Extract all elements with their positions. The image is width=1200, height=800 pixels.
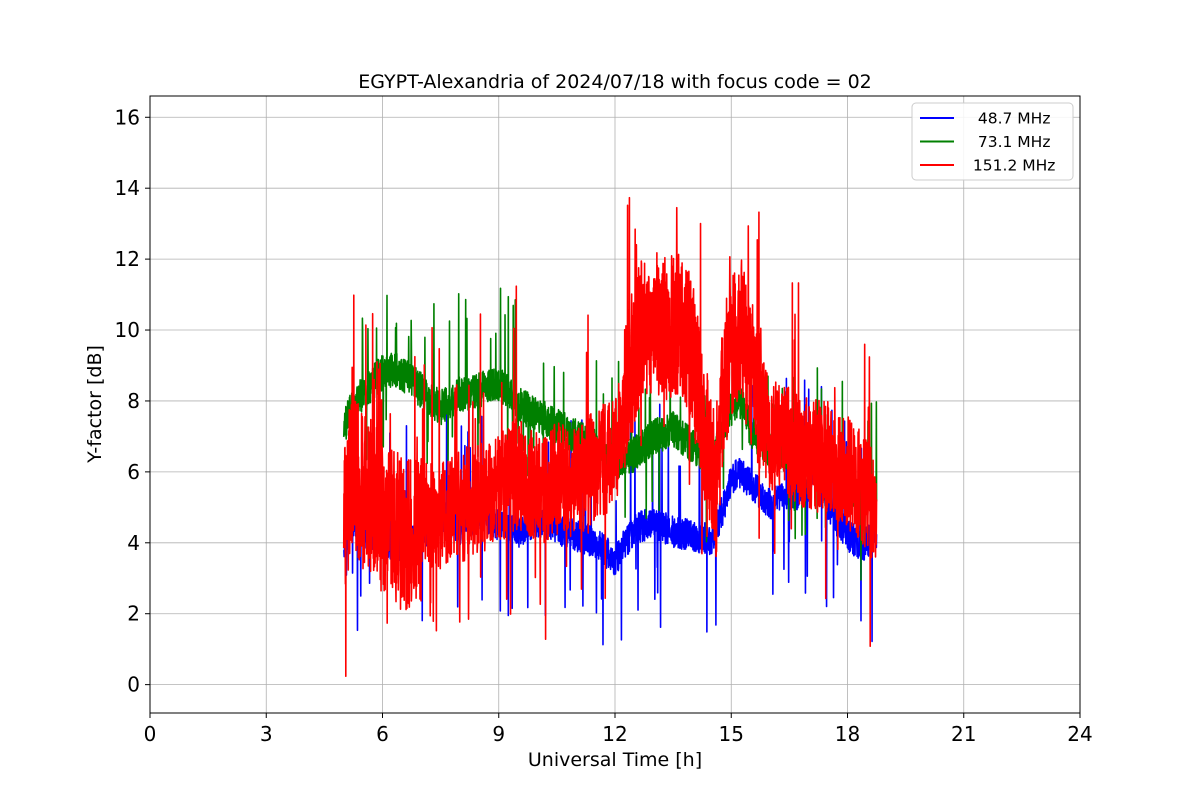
y-tick-label: 10 xyxy=(115,318,140,342)
legend: 48.7 MHz 73.1 MHz 151.2 MHz xyxy=(911,102,1074,181)
legend-box xyxy=(911,102,1074,181)
y-axis: 0 2 4 6 8 10 12 14 16 xyxy=(115,105,150,697)
legend-label: 73.1 MHz xyxy=(968,133,1050,151)
x-tick-label: 18 xyxy=(835,722,860,746)
y-axis-label: Y-factor [dB] xyxy=(84,345,106,464)
legend-label: 151.2 MHz xyxy=(968,157,1055,175)
series-group xyxy=(342,196,878,678)
x-tick-label: 21 xyxy=(951,722,976,746)
x-tick-label: 0 xyxy=(144,722,157,746)
y-tick-label: 2 xyxy=(127,602,140,626)
x-tick-label: 9 xyxy=(492,722,505,746)
y-tick-label: 8 xyxy=(127,389,140,413)
x-tick-label: 24 xyxy=(1067,722,1092,746)
y-tick-label: 6 xyxy=(127,460,140,484)
y-tick-label: 4 xyxy=(127,531,140,555)
plot-area xyxy=(342,196,878,678)
x-axis: 0 3 6 9 12 15 18 21 24 xyxy=(144,713,1093,746)
y-tick-label: 14 xyxy=(115,176,140,200)
y-tick-label: 12 xyxy=(115,247,140,271)
x-tick-label: 6 xyxy=(376,722,389,746)
x-axis-label: Universal Time [h] xyxy=(528,749,702,771)
x-tick-label: 12 xyxy=(602,722,627,746)
y-tick-label: 0 xyxy=(127,673,140,697)
series-line xyxy=(342,196,878,678)
y-tick-label: 16 xyxy=(115,105,140,129)
legend-label: 48.7 MHz xyxy=(968,110,1050,128)
x-tick-label: 3 xyxy=(260,722,273,746)
chart-title: EGYPT-Alexandria of 2024/07/18 with focu… xyxy=(358,71,872,93)
x-tick-label: 15 xyxy=(719,722,744,746)
